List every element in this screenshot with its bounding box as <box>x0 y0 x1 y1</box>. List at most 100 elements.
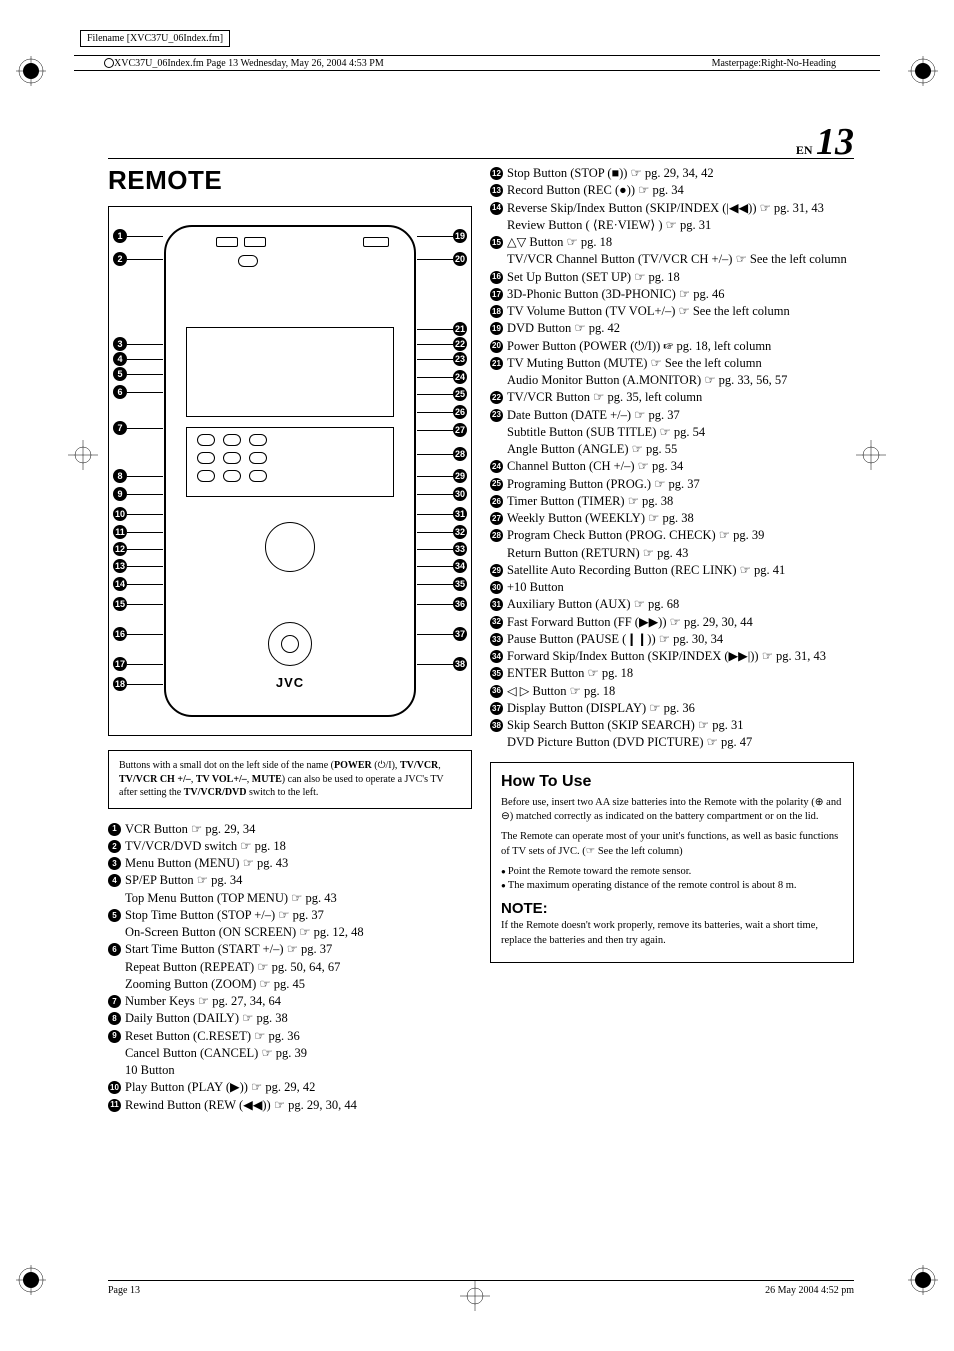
callout-38: 38 <box>453 657 467 671</box>
howto-bullet: Point the Remote toward the remote senso… <box>501 865 843 879</box>
list-item: 9Reset Button (C.RESET) ☞ pg. 36 <box>108 1028 472 1045</box>
callout-24: 24 <box>453 370 467 384</box>
list-item: 20Power Button (POWER (⏻/I)) ☞ pg. 18, l… <box>490 338 854 355</box>
list-item: 4SP/EP Button ☞ pg. 34 <box>108 872 472 889</box>
callout-line <box>127 684 163 685</box>
item-text: TV Volume Button (TV VOL+/–) ☞ See the l… <box>507 303 854 320</box>
item-text: Stop Button (STOP (■)) ☞ pg. 29, 34, 42 <box>507 165 854 182</box>
callout-line <box>127 634 163 635</box>
num-8 <box>223 470 241 482</box>
callout-7: 7 <box>113 421 127 435</box>
binder-text-left: XVC37U_06Index.fm Page 13 Wednesday, May… <box>114 58 384 69</box>
callout-19: 19 <box>453 229 467 243</box>
list-item: 34Forward Skip/Index Button (SKIP/INDEX … <box>490 648 854 665</box>
item-text: Program Check Button (PROG. CHECK) ☞ pg.… <box>507 527 854 544</box>
bullet-38: 38 <box>490 719 503 732</box>
vcr-btn <box>216 237 238 247</box>
list-item: 18 TV Volume Button (TV VOL+/–) ☞ See the… <box>490 303 854 320</box>
list-item: 7 Number Keys ☞ pg. 27, 34, 64 <box>108 993 472 1010</box>
item-text: ENTER Button ☞ pg. 18 <box>507 665 854 682</box>
bullet-20: 20 <box>490 340 503 353</box>
right-column: 12Stop Button (STOP (■)) ☞ pg. 29, 34, 4… <box>490 165 854 1114</box>
item-text: Display Button (DISPLAY) ☞ pg. 36 <box>507 700 854 717</box>
howto-p1: Before use, insert two AA size batteries… <box>501 796 843 824</box>
callout-line <box>127 514 163 515</box>
binder-text-right: Masterpage:Right-No-Heading <box>712 58 836 69</box>
bullet-4: 4 <box>108 874 121 887</box>
callout-20: 20 <box>453 252 467 266</box>
callout-line <box>417 532 453 533</box>
list-item: 26Timer Button (TIMER) ☞ pg. 38 <box>490 493 854 510</box>
num-6 <box>249 452 267 464</box>
item-text: TV Muting Button (MUTE) ☞ See the left c… <box>507 355 854 372</box>
bullet-28: 28 <box>490 529 503 542</box>
item-text: TV/VCR/DVD switch ☞ pg. 18 <box>125 838 472 855</box>
callout-9: 9 <box>113 487 127 501</box>
bullet-22: 22 <box>490 391 503 404</box>
num-2 <box>223 434 241 446</box>
callout-35: 35 <box>453 577 467 591</box>
crop-radial <box>16 1265 46 1295</box>
item-text: Timer Button (TIMER) ☞ pg. 38 <box>507 493 854 510</box>
callout-25: 25 <box>453 387 467 401</box>
callout-1: 1 <box>113 229 127 243</box>
list-item: 38Skip Search Button (SKIP SEARCH) ☞ pg.… <box>490 717 854 734</box>
callout-6: 6 <box>113 385 127 399</box>
bullet-7: 7 <box>108 995 121 1008</box>
callout-line <box>127 359 163 360</box>
callout-15: 15 <box>113 597 127 611</box>
list-item: 33Pause Button (PAUSE (❙❙)) ☞ pg. 30, 34 <box>490 631 854 648</box>
item-sub: 10 Button <box>125 1062 472 1079</box>
remote-outline: JVC <box>164 225 416 717</box>
left-column: REMOTE <box>108 165 472 1114</box>
callout-33: 33 <box>453 542 467 556</box>
item-sub: DVD Picture Button (DVD PICTURE) ☞ pg. 4… <box>507 734 854 751</box>
list-item: 11Rewind Button (REW (◀◀)) ☞ pg. 29, 30,… <box>108 1097 472 1114</box>
item-text: Satellite Auto Recording Button (REC LIN… <box>507 562 854 579</box>
enter-btn <box>281 635 299 653</box>
callout-line <box>127 374 163 375</box>
callout-32: 32 <box>453 525 467 539</box>
list-item: 6 Start Time Button (START +/–) ☞ pg. 37 <box>108 941 472 958</box>
list-item: 14Reverse Skip/Index Button (SKIP/INDEX … <box>490 200 854 217</box>
howto-bullet: The maximum operating distance of the re… <box>501 879 843 893</box>
crop-radial-mid <box>68 440 98 470</box>
callout-line <box>127 532 163 533</box>
num-5 <box>223 452 241 464</box>
item-sub: Return Button (RETURN) ☞ pg. 43 <box>507 545 854 562</box>
footer: Page 13 26 May 2004 4:52 pm <box>108 1280 854 1296</box>
filename-box: Filename [XVC37U_06Index.fm] <box>80 30 230 47</box>
bullet-6: 6 <box>108 943 121 956</box>
callout-5: 5 <box>113 367 127 381</box>
bullet-25: 25 <box>490 478 503 491</box>
bullet-18: 18 <box>490 305 503 318</box>
callout-line <box>127 344 163 345</box>
callout-line <box>417 566 453 567</box>
item-text: Rewind Button (REW (◀◀)) ☞ pg. 29, 30, 4… <box>125 1097 472 1114</box>
callout-line <box>127 664 163 665</box>
crop-radial-mid <box>856 440 886 470</box>
item-text: Start Time Button (START +/–) ☞ pg. 37 <box>125 941 472 958</box>
remote-diagram: JVC 123456789101112131415161718 19202122… <box>108 206 472 736</box>
bullet-35: 35 <box>490 667 503 680</box>
list-item: 30+10 Button <box>490 579 854 596</box>
num-3 <box>249 434 267 446</box>
list-item: 36◁ ▷ Button ☞ pg. 18 <box>490 683 854 700</box>
callout-29: 29 <box>453 469 467 483</box>
list-item: 31Auxiliary Button (AUX) ☞ pg. 68 <box>490 596 854 613</box>
item-text: Reset Button (C.RESET) ☞ pg. 36 <box>125 1028 472 1045</box>
item-text: +10 Button <box>507 579 854 596</box>
spiral-icon <box>104 58 114 68</box>
remote-heading: REMOTE <box>108 165 472 196</box>
callout-line <box>127 604 163 605</box>
callout-30: 30 <box>453 487 467 501</box>
callout-28: 28 <box>453 447 467 461</box>
item-text: Number Keys ☞ pg. 27, 34, 64 <box>125 993 472 1010</box>
callout-10: 10 <box>113 507 127 521</box>
list-item: 5Stop Time Button (STOP +/–) ☞ pg. 37 <box>108 907 472 924</box>
num-9 <box>249 470 267 482</box>
transport-ring <box>265 522 315 572</box>
item-text: TV/VCR Button ☞ pg. 35, left column <box>507 389 854 406</box>
callout-12: 12 <box>113 542 127 556</box>
list-item: 25Programing Button (PROG.) ☞ pg. 37 <box>490 476 854 493</box>
